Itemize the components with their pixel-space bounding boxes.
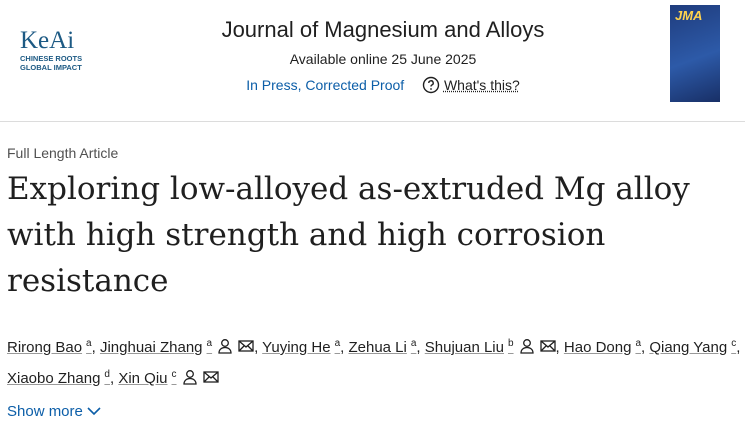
author-entry: Jinghuai Zhang a,	[99, 338, 259, 356]
author-link[interactable]: Zehua Li a	[348, 338, 417, 356]
email-icon[interactable]	[238, 338, 254, 354]
separator: ,	[736, 339, 741, 356]
author-link[interactable]: Shujuan Liu b	[424, 338, 514, 356]
author-link[interactable]: Xiaobo Zhang d	[7, 369, 110, 387]
author-icon[interactable]	[182, 369, 198, 385]
author-entry: Shujuan Liu b,	[424, 338, 560, 356]
available-date: Available online 25 June 2025	[289, 51, 477, 67]
logo-tagline: CHINESE ROOTS	[20, 54, 83, 63]
affiliation: c	[731, 338, 737, 349]
logo-tagline: GLOBAL IMPACT	[20, 63, 82, 72]
show-more-label: Show more	[7, 403, 83, 420]
author-entry: Yuying He a,	[262, 338, 345, 356]
author-list: Rirong Bao a, Jinghuai Zhang a, Yuying He a…	[7, 330, 743, 392]
author-link[interactable]: Qiang Yang c	[649, 338, 737, 356]
author-entry: Xiaobo Zhang d,	[7, 369, 115, 387]
separator: ,	[91, 339, 96, 356]
author-name: Rirong Bao	[7, 339, 83, 356]
author-entry: Xin Qiu c	[118, 369, 219, 387]
author-link[interactable]: Jinghuai Zhang a	[99, 338, 213, 356]
author-name: Shujuan Liu	[424, 339, 504, 356]
separator: ,	[340, 339, 345, 356]
affiliation: a	[410, 338, 417, 349]
author-name: Jinghuai Zhang	[99, 339, 203, 356]
author-name: Xiaobo Zhang	[7, 370, 101, 387]
journal-title[interactable]: Journal of Magnesium and Alloys	[221, 17, 545, 42]
author-icon[interactable]	[519, 338, 535, 354]
author-name: Xin Qiu	[118, 370, 168, 387]
author-name: Zehua Li	[348, 339, 407, 356]
article-title: Exploring low-alloyed as-extruded Mg all…	[7, 171, 690, 299]
author-name: Qiang Yang	[649, 339, 728, 356]
status-row: In Press, Corrected Proof What's this?	[150, 76, 616, 94]
author-link[interactable]: Hao Dong a	[563, 338, 641, 356]
separator: ,	[254, 339, 259, 356]
author-icon[interactable]	[217, 338, 233, 354]
article-type: Full Length Article	[7, 145, 119, 161]
affiliation: a	[635, 338, 641, 349]
journal-cover[interactable]: JMA	[670, 5, 720, 102]
divider	[0, 121, 745, 122]
help-link[interactable]: What's this?	[443, 77, 520, 93]
email-icon[interactable]	[202, 369, 219, 385]
affiliation: a	[334, 338, 341, 349]
affiliation: b	[507, 338, 514, 349]
author-entry: Rirong Bao a,	[7, 338, 96, 356]
author-link[interactable]: Xin Qiu c	[118, 369, 177, 387]
help-icon[interactable]	[422, 76, 440, 94]
email-icon[interactable]	[539, 338, 556, 354]
author-link[interactable]: Yuying He a	[262, 338, 341, 356]
author-entry: Hao Dong a,	[563, 338, 646, 356]
author-entry: Zehua Li a,	[348, 338, 421, 356]
separator: ,	[109, 370, 115, 387]
separator: ,	[641, 339, 646, 356]
author-name: Yuying He	[262, 339, 331, 356]
separator: ,	[416, 339, 421, 356]
logo-name: KeAi	[20, 27, 75, 54]
cover-label: JMA	[675, 8, 703, 23]
affiliation: c	[171, 369, 177, 380]
affiliation: a	[206, 338, 213, 349]
affiliation: a	[86, 338, 92, 349]
author-name: Hao Dong	[563, 339, 632, 356]
author-link[interactable]: Rirong Bao a	[7, 338, 92, 356]
separator: ,	[555, 339, 560, 356]
affiliation: d	[104, 369, 110, 380]
author-entry: Qiang Yang c,	[649, 338, 741, 356]
status-link[interactable]: In Press, Corrected Proof	[246, 77, 405, 93]
chevron	[87, 407, 101, 416]
show-more[interactable]: Show more	[7, 403, 101, 420]
publisher-logo[interactable]: KeAi CHINESE ROOTS GLOBAL IMPACT	[20, 27, 100, 73]
